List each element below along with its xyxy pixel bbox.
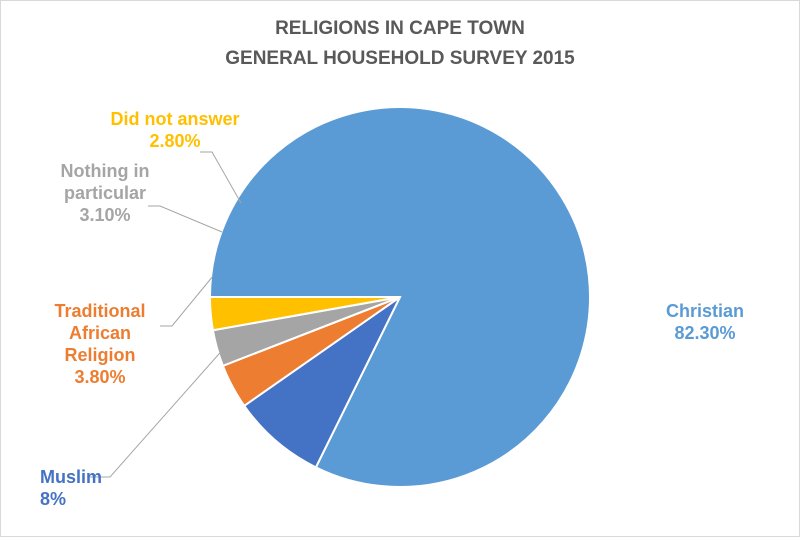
pie-slice-did-not-answer: [208, 296, 401, 332]
data-label-nothing-in-particular: Nothing in particular 3.10%: [20, 160, 190, 226]
value-label-traditional-african-religion: 3.80%: [74, 367, 126, 387]
value-label-muslim: 8%: [40, 489, 67, 509]
leader-line-nothing-in-particular: [148, 205, 223, 233]
category-label-nothing-in-particular-line-1: Nothing in: [60, 161, 150, 181]
category-label-muslim-line-1: Muslim: [40, 467, 103, 487]
category-label-nothing-in-particular-line-2: particular: [63, 183, 147, 203]
value-label-nothing-in-particular: 3.10%: [79, 205, 131, 225]
chart-title-line-2: GENERAL HOUSEHOLD SURVEY 2015: [225, 48, 575, 69]
category-label-christian-line-1: Christian: [665, 301, 744, 321]
pie-slice-muslim: [242, 296, 401, 469]
category-label-traditional-african-religion-line-1: Traditional: [54, 301, 146, 321]
leader-line-did-not-answer: [200, 151, 242, 204]
data-label-did-not-answer: Did not answer 2.80%: [75, 108, 275, 152]
category-label-did-not-answer-line-1: Did not answer: [110, 109, 240, 129]
value-label-christian: 82.30%: [674, 323, 736, 343]
category-label-traditional-african-religion-line-2: African: [68, 323, 131, 343]
value-label-did-not-answer: 2.80%: [149, 131, 201, 151]
data-label-muslim: Muslim 8%: [40, 466, 140, 510]
chart-title-line-1: RELIGIONS IN CAPE TOWN: [275, 18, 525, 39]
data-label-traditional-african-religion: Traditional African Religion 3.80%: [20, 300, 180, 388]
category-label-traditional-african-religion-line-3: Religion: [64, 345, 136, 365]
leader-line-muslim: [90, 345, 227, 478]
leader-line-traditional-african-religion: [160, 275, 214, 327]
data-label-christian: Christian 82.30%: [645, 300, 765, 344]
